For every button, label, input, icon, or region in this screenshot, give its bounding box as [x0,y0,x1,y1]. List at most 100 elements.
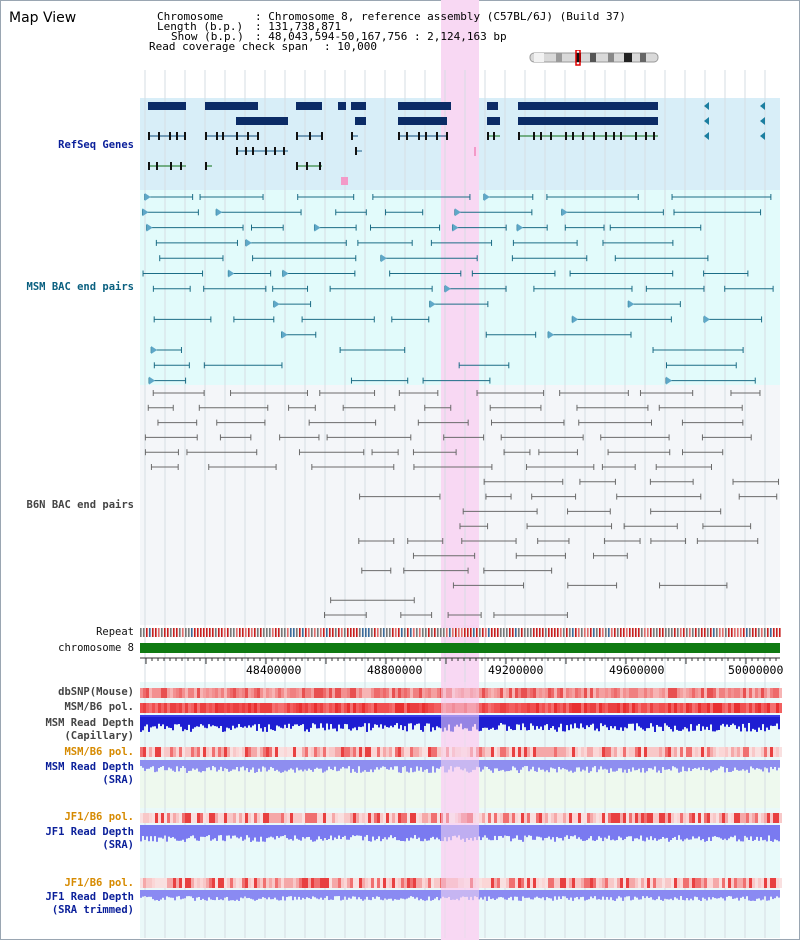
heatmap-cell [224,703,227,713]
track-label-chromosome[interactable]: chromosome 8 [58,642,134,654]
depth-bar [270,715,272,730]
heatmap-cell [569,813,572,823]
heatmap-cell [149,878,152,888]
heatmap-cell [707,878,710,888]
heatmap-cell [407,747,410,757]
depth-bar [436,760,438,769]
refseq-exon [283,147,285,155]
repeat-element [653,628,655,637]
depth-bar [764,890,766,897]
heatmap-cell [608,878,611,888]
chromosome-ideogram[interactable] [528,50,662,66]
depth-bar [530,825,532,836]
depth-bar [508,890,510,898]
depth-bar [684,890,686,901]
depth-bar [512,890,514,901]
depth-bar [534,715,536,730]
depth-bar [380,715,382,725]
depth-bar [434,825,436,840]
heatmap-cell [416,703,419,713]
heatmap-cell [374,813,377,823]
depth-bar [294,760,296,773]
depth-bar [676,825,678,840]
depth-bar [282,760,284,773]
repeat-element [713,628,715,637]
depth-bar [180,760,182,769]
depth-bar [694,760,696,769]
track-label-refseq[interactable]: RefSeq Genes [58,139,134,151]
heatmap-cell [194,703,197,713]
repeat-element [386,628,388,637]
depth-bar [306,890,308,898]
heatmap-cell [500,747,503,757]
track-label-msm-depth-sra[interactable]: MSM Read Depth [45,761,134,773]
repeat-element [650,628,652,637]
depth-bar [488,890,490,897]
refseq-gene [487,102,498,110]
depth-bar [140,825,142,842]
heatmap-cell [587,878,590,888]
depth-bar [584,715,586,730]
track-label-b6n-bac[interactable]: B6N BAC end pairs [26,499,134,511]
track-label-msm-bac[interactable]: MSM BAC end pairs [26,281,134,293]
heatmap-cell [599,747,602,757]
depth-bar [398,890,400,900]
heatmap-cell [380,813,383,823]
heatmap-cell [536,878,539,888]
heatmap-cell [314,747,317,757]
depth-bar [430,825,432,838]
depth-bar [694,890,696,897]
track-label-repeat[interactable]: Repeat [96,626,134,638]
depth-bar [720,890,722,898]
refseq-exon [156,162,158,170]
repeat-element [239,628,241,637]
repeat-element [563,628,565,637]
track-label-dbsnp[interactable]: dbSNP(Mouse) [58,686,134,698]
heatmap-cell [482,688,485,698]
track-label-jf1-depth-trimmed[interactable]: JF1 Read Depth [45,891,134,903]
track-label-msm-depth-capillary[interactable]: MSM Read Depth [45,717,134,729]
track-label-jf1-pol[interactable]: JF1/B6 pol. [64,811,134,823]
depth-bar [302,715,304,725]
depth-bar [278,715,280,727]
track-label-jf1-depth-sra[interactable]: JF1 Read Depth [45,826,134,838]
depth-bar [176,715,178,725]
depth-bar [230,890,232,901]
depth-bar [550,760,552,768]
heatmap-cell [257,688,260,698]
depth-bar [162,715,164,725]
heatmap-cell [755,703,758,713]
depth-bar [304,760,306,770]
depth-bar [644,760,646,773]
depth-bar [156,715,158,729]
depth-bar [412,890,414,897]
depth-bar [160,715,162,727]
track-label-jf1-pol-trimmed[interactable]: JF1/B6 pol. [64,877,134,889]
heatmap-cell [551,703,554,713]
track-label-msm-b6-pol[interactable]: MSM/B6 pol. [64,701,134,713]
depth-bar [182,715,184,732]
heatmap-cell [521,878,524,888]
heatmap-cell [386,688,389,698]
msm-bac-end [628,300,635,309]
depth-bar [198,715,200,727]
depth-bar [708,715,710,731]
heatmap-cell [230,747,233,757]
heatmap-cell [344,747,347,757]
depth-bar [598,760,600,770]
heatmap-cell [659,813,662,823]
refseq-exon [148,162,150,170]
depth-bar [698,825,700,837]
depth-bar [256,715,258,731]
depth-bar [142,890,144,897]
heatmap-cell [683,747,686,757]
depth-bar [216,715,218,727]
repeat-element [602,628,604,637]
heatmap-cell [389,703,392,713]
depth-bar [196,760,198,769]
depth-bar [596,715,598,729]
depth-bar [704,825,706,842]
track-label-msm-b6-pol-sra[interactable]: MSM/B6 pol. [64,746,134,758]
